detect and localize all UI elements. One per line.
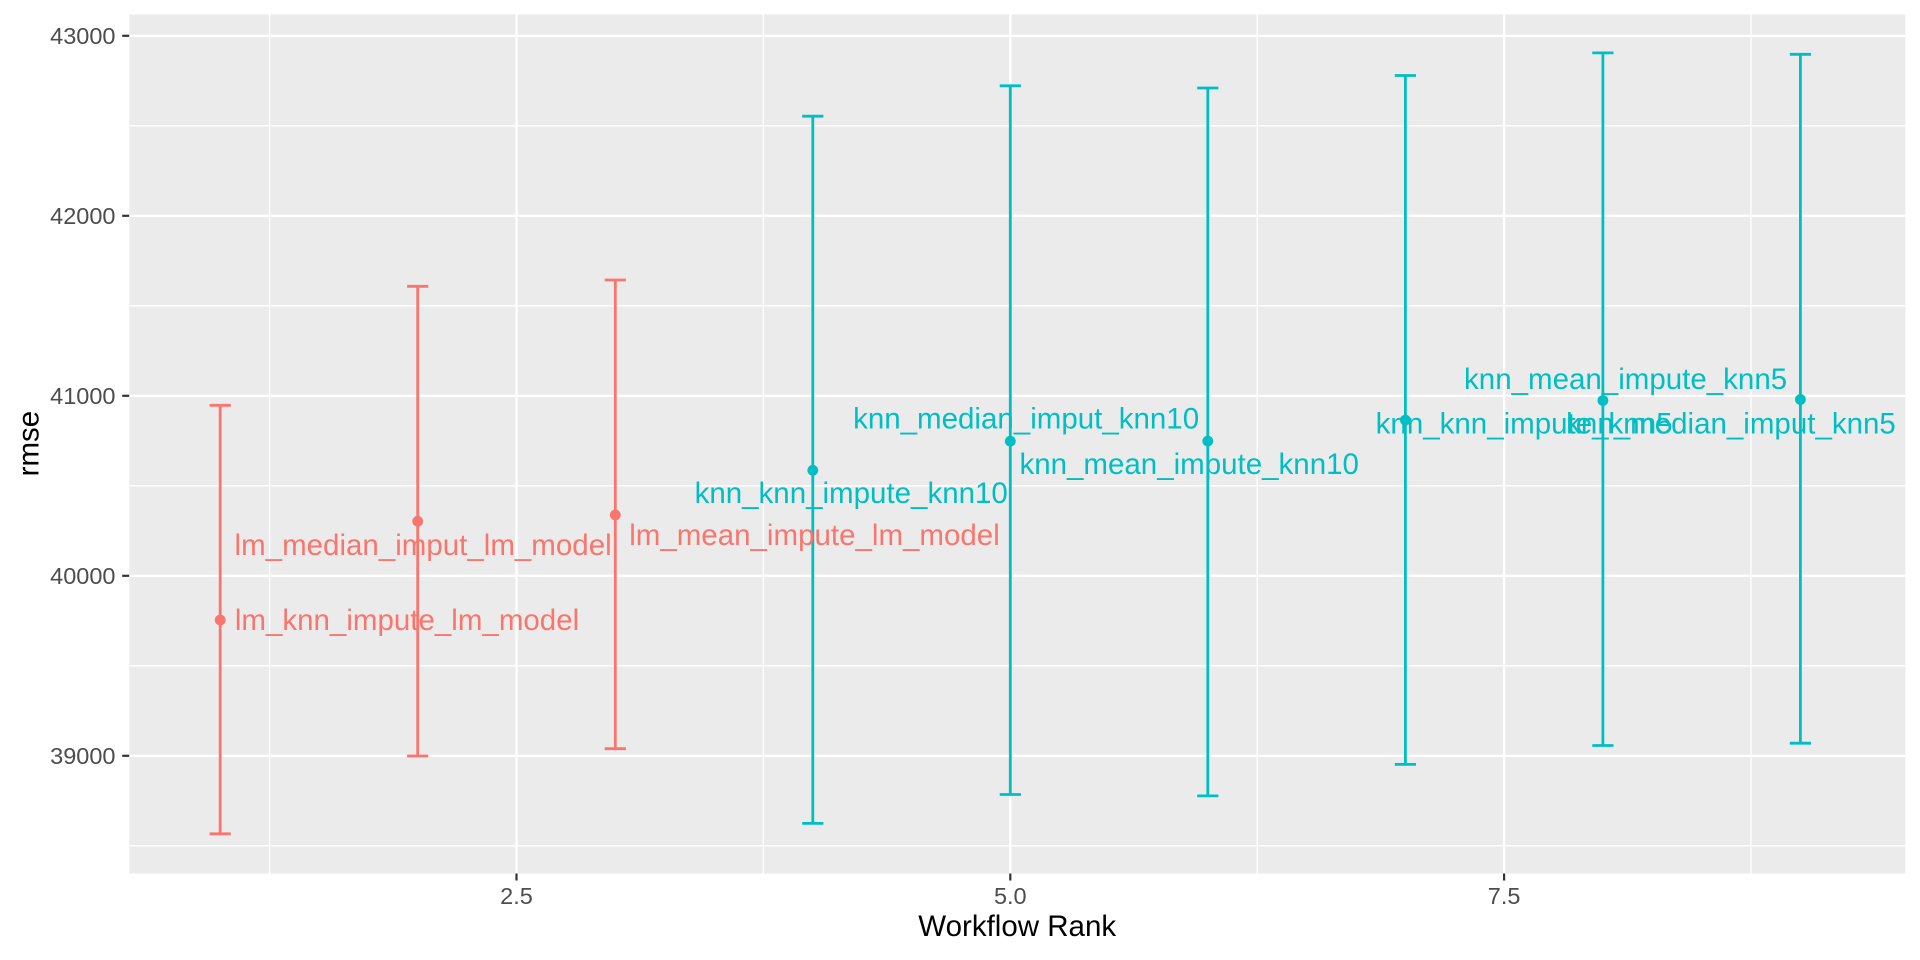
- svg-text:knn_mean_impute_knn10: knn_mean_impute_knn10: [1019, 448, 1359, 481]
- svg-text:knn_mean_impute_knn5: knn_mean_impute_knn5: [1464, 363, 1787, 396]
- svg-text:5.0: 5.0: [994, 883, 1027, 909]
- svg-text:7.5: 7.5: [1488, 883, 1521, 909]
- svg-text:knn_median_imput_knn10: knn_median_imput_knn10: [853, 402, 1199, 435]
- svg-text:lm_median_imput_lm_model: lm_median_imput_lm_model: [235, 529, 612, 562]
- svg-text:42000: 42000: [50, 203, 115, 229]
- svg-text:40000: 40000: [50, 563, 115, 589]
- svg-text:knn_knn_impute_knn10: knn_knn_impute_knn10: [695, 477, 1008, 510]
- svg-text:39000: 39000: [50, 743, 115, 769]
- svg-text:41000: 41000: [50, 383, 115, 409]
- svg-text:rmse: rmse: [13, 411, 46, 477]
- svg-text:knn_knn_impute_knn5: knn_knn_impute_knn5: [1376, 407, 1673, 440]
- svg-text:43000: 43000: [50, 23, 115, 49]
- svg-text:Workflow Rank: Workflow Rank: [918, 910, 1116, 943]
- svg-text:knn_median_imput_knn5: knn_median_imput_knn5: [1566, 407, 1896, 440]
- svg-text:2.5: 2.5: [500, 883, 533, 909]
- svg-text:lm_mean_impute_lm_model: lm_mean_impute_lm_model: [629, 519, 1000, 552]
- svg-text:lm_knn_impute_lm_model: lm_knn_impute_lm_model: [235, 604, 579, 637]
